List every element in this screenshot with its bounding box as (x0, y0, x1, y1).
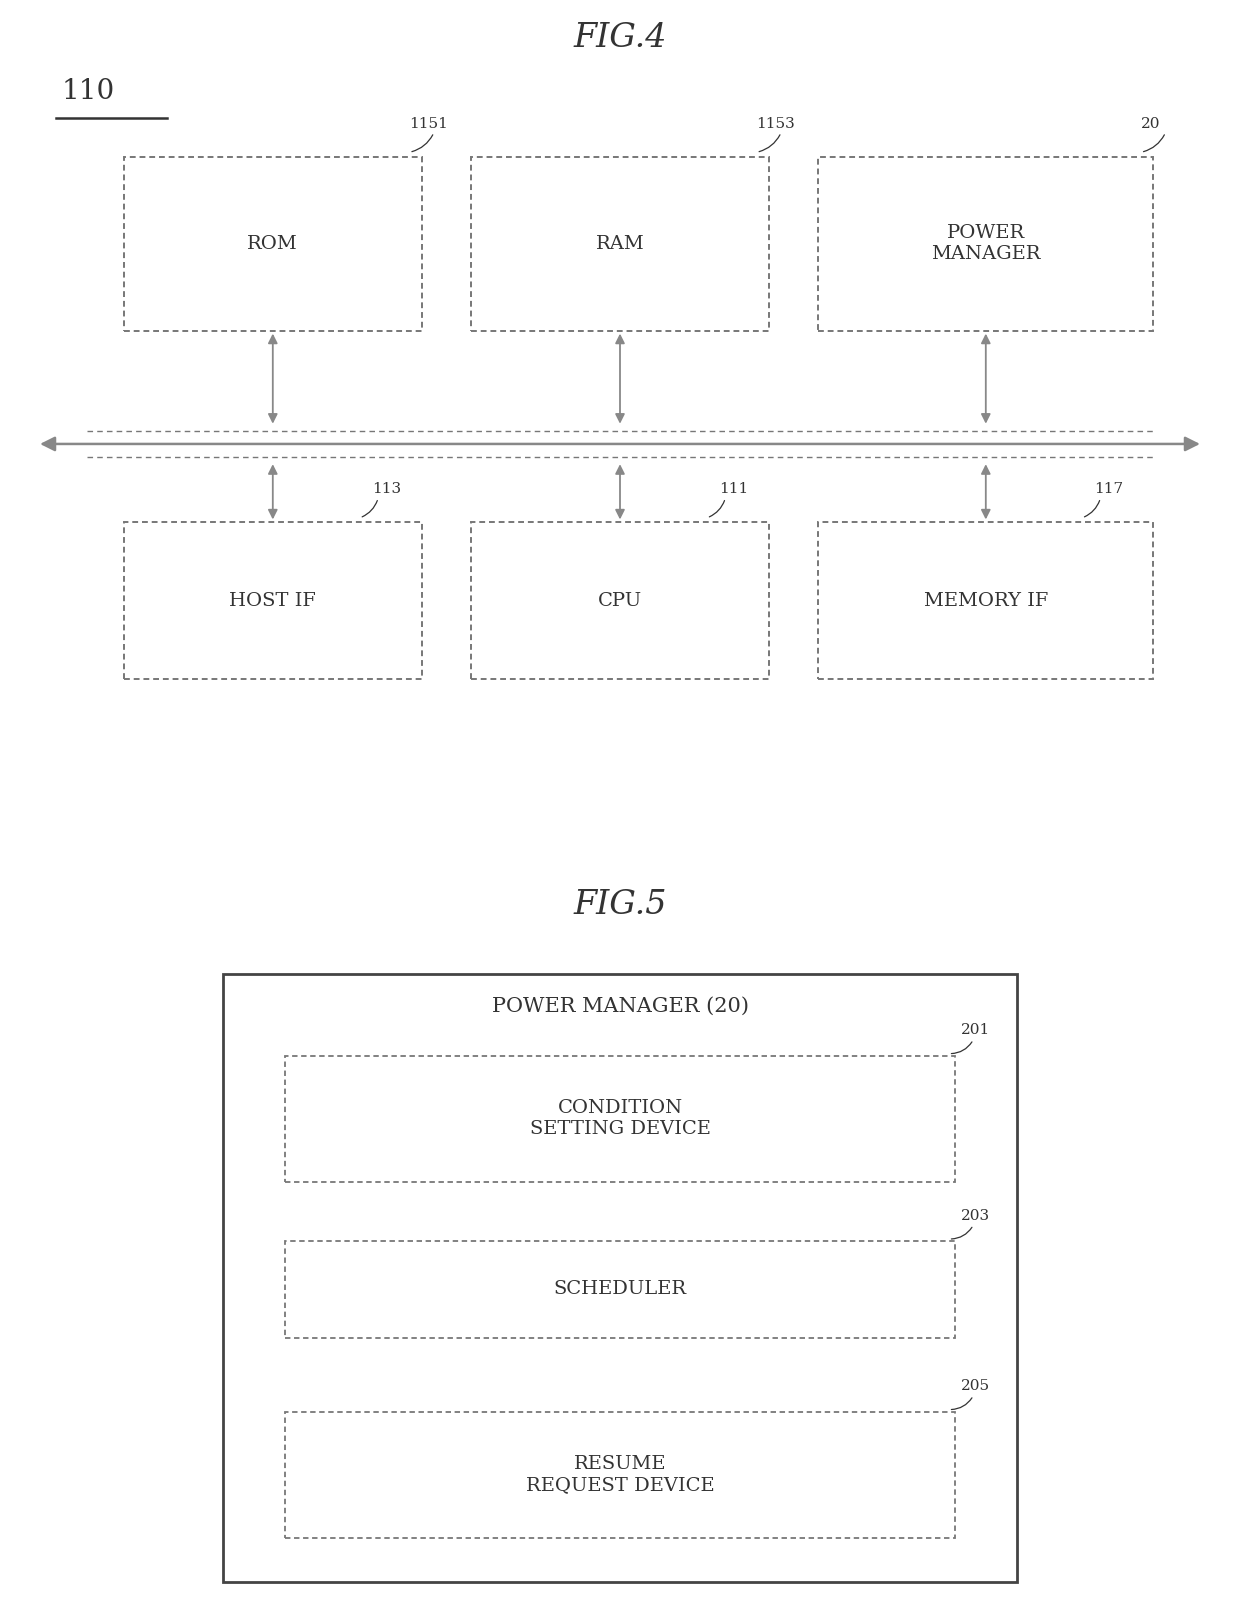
Text: 203: 203 (961, 1209, 990, 1222)
Bar (471, 522, 769, 679)
Text: POWER MANAGER (20): POWER MANAGER (20) (491, 996, 749, 1016)
Bar (223, 974, 1017, 1583)
Text: HOST IF: HOST IF (229, 592, 316, 609)
Text: 111: 111 (719, 482, 749, 496)
Bar (285, 1412, 955, 1538)
Text: FIG.4: FIG.4 (573, 23, 667, 53)
Text: 117: 117 (1095, 482, 1123, 496)
Text: POWER
MANAGER: POWER MANAGER (931, 224, 1040, 263)
Bar (124, 156, 422, 330)
Text: 205: 205 (961, 1380, 990, 1393)
Bar (818, 156, 1153, 330)
Bar (124, 522, 422, 679)
Text: RAM: RAM (595, 235, 645, 253)
Bar (285, 1241, 955, 1338)
Text: CPU: CPU (598, 592, 642, 609)
Text: SCHEDULER: SCHEDULER (553, 1280, 687, 1298)
Text: FIG.5: FIG.5 (573, 890, 667, 920)
Bar (471, 156, 769, 330)
Text: 20: 20 (1141, 116, 1161, 131)
Text: 201: 201 (961, 1024, 991, 1038)
Text: MEMORY IF: MEMORY IF (924, 592, 1048, 609)
Text: 1153: 1153 (756, 116, 795, 131)
Text: 110: 110 (62, 79, 115, 105)
Text: 113: 113 (372, 482, 401, 496)
Text: RESUME
REQUEST DEVICE: RESUME REQUEST DEVICE (526, 1456, 714, 1494)
Text: CONDITION
SETTING DEVICE: CONDITION SETTING DEVICE (529, 1099, 711, 1138)
Bar (818, 522, 1153, 679)
Text: 1151: 1151 (409, 116, 448, 131)
Bar (285, 1056, 955, 1182)
Text: ROM: ROM (248, 235, 298, 253)
